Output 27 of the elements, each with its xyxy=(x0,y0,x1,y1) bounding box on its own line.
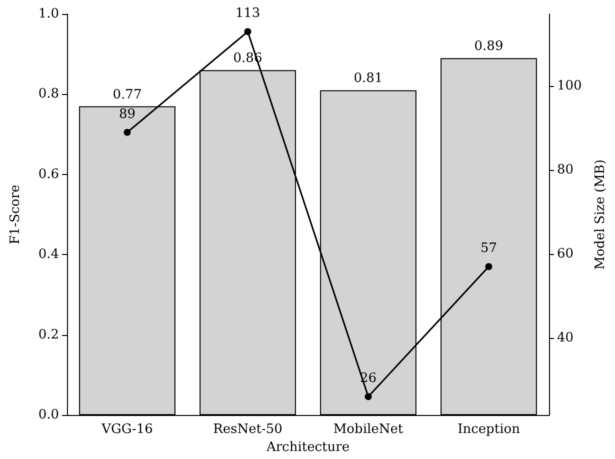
y-tick-label: 0.6 xyxy=(38,166,59,182)
y-tick-label: 0.0 xyxy=(38,408,59,423)
y2-tick-label: 80 xyxy=(557,162,574,178)
x-tick-label: ResNet-50 xyxy=(213,422,282,438)
y-tick-label: 0.4 xyxy=(38,247,59,262)
data-label: 113 xyxy=(235,6,260,22)
x-tick-label: VGG-16 xyxy=(100,422,153,438)
data-label: 57 xyxy=(480,241,498,256)
x-tick-label: Inception xyxy=(458,422,521,438)
point xyxy=(364,393,372,400)
data-label: 0.81 xyxy=(354,71,383,86)
x-axis-title: Architecture xyxy=(265,440,350,455)
data-label: 0.89 xyxy=(474,39,504,54)
x-tick-label: MobileNet xyxy=(333,422,404,438)
data-label: 0.77 xyxy=(112,87,142,102)
y-tick-label: 0.8 xyxy=(38,86,59,102)
point xyxy=(485,263,492,270)
point xyxy=(124,128,131,136)
y2-tick-label: 40 xyxy=(557,330,574,346)
y2-tick-label: 100 xyxy=(557,78,582,94)
data-label: 89 xyxy=(118,106,136,122)
y-tick-label: 0.2 xyxy=(38,327,59,342)
y2-tick-label: 60 xyxy=(557,246,574,262)
y-axis-title: F1-Score xyxy=(8,184,23,244)
y-tick-label: 1.0 xyxy=(38,6,59,22)
point xyxy=(244,28,252,36)
y2-axis-title: Model Size (MB) xyxy=(593,159,608,270)
